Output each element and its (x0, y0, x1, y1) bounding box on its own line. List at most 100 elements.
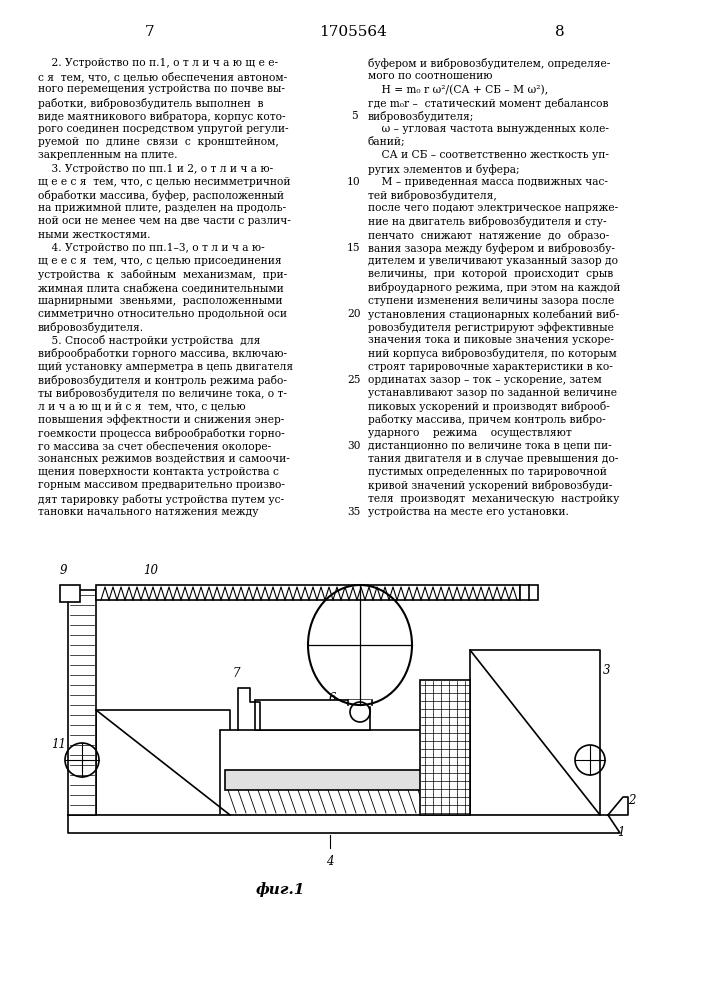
Text: теля  производят  механическую  настройку: теля производят механическую настройку (368, 494, 619, 504)
Text: виброударного режима, при этом на каждой: виброударного режима, при этом на каждой (368, 282, 620, 293)
Text: на прижимной плите, разделен на продоль-: на прижимной плите, разделен на продоль- (38, 203, 286, 213)
Polygon shape (348, 700, 372, 705)
Text: закрепленным на плите.: закрепленным на плите. (38, 150, 177, 160)
Text: 2. Устройство по п.1, о т л и ч а ю щ е е-: 2. Устройство по п.1, о т л и ч а ю щ е … (38, 58, 278, 68)
Text: 3. Устройство по пп.1 и 2, о т л и ч а ю-: 3. Устройство по пп.1 и 2, о т л и ч а ю… (38, 164, 273, 174)
Text: дителем и увеличивают указанный зазор до: дителем и увеличивают указанный зазор до (368, 256, 618, 266)
Text: щ е е с я  тем, что, с целью присоединения: щ е е с я тем, что, с целью присоединени… (38, 256, 281, 266)
Text: повышения эффектности и снижения энер-: повышения эффектности и снижения энер- (38, 414, 284, 425)
Text: 8: 8 (417, 588, 424, 601)
Bar (68, 590, 96, 815)
Text: устройства  к  забойным  механизмам,  при-: устройства к забойным механизмам, при- (38, 269, 287, 280)
Text: 10: 10 (347, 177, 361, 187)
Text: 20: 20 (347, 309, 361, 319)
Text: устройства на месте его установки.: устройства на месте его установки. (368, 507, 569, 517)
Text: строят тарировочные характеристики в ко-: строят тарировочные характеристики в ко- (368, 362, 613, 372)
Text: щ е е с я  тем, что, с целью несимметричной: щ е е с я тем, что, с целью несимметричн… (38, 177, 291, 187)
Text: го массива за счет обеспечения околоре-: го массива за счет обеспечения околоре- (38, 441, 271, 452)
Text: вибровозбудителя.: вибровозбудителя. (38, 322, 144, 333)
Text: дистанционно по величине тока в цепи пи-: дистанционно по величине тока в цепи пи- (368, 441, 612, 451)
Text: Н = m₀ r ω²/(СА + СБ – М ω²),: Н = m₀ r ω²/(СА + СБ – М ω²), (368, 84, 548, 95)
Text: фиг.1: фиг.1 (255, 882, 305, 897)
Bar (225, 770, 465, 790)
Text: 5. Способ настройки устройства  для: 5. Способ настройки устройства для (38, 335, 260, 346)
Text: 25: 25 (347, 375, 361, 385)
Text: 15: 15 (347, 243, 361, 253)
Text: рого соединен посредством упругой регули-: рого соединен посредством упругой регули… (38, 124, 288, 134)
Text: тановки начального натяжения между: тановки начального натяжения между (38, 507, 259, 517)
Text: пиковых ускорений и производят виброоб-: пиковых ускорений и производят виброоб- (368, 401, 610, 412)
Text: ω – угловая частота вынужденных коле-: ω – угловая частота вынужденных коле- (368, 124, 609, 134)
Text: 1705564: 1705564 (319, 25, 387, 39)
Text: 1: 1 (617, 826, 624, 838)
Bar (60, 585, 80, 602)
Polygon shape (608, 797, 628, 815)
Text: 4: 4 (326, 855, 334, 868)
Text: работку массива, причем контроль вибро-: работку массива, причем контроль вибро- (368, 414, 606, 425)
Text: вибровозбудителя;: вибровозбудителя; (368, 111, 474, 122)
Text: 6: 6 (328, 692, 336, 704)
Text: 10: 10 (144, 564, 158, 577)
Text: величины,  при  которой  происходит  срыв: величины, при которой происходит срыв (368, 269, 613, 279)
Text: вибровозбудителя и контроль режима рабо-: вибровозбудителя и контроль режима рабо- (38, 375, 287, 386)
Text: горным массивом предварительно произво-: горным массивом предварительно произво- (38, 480, 285, 490)
Text: мого по соотношению: мого по соотношению (368, 71, 493, 81)
Text: буфером и вибровозбудителем, определяе-: буфером и вибровозбудителем, определяе- (368, 58, 610, 69)
Bar (255, 700, 370, 730)
Bar (220, 730, 470, 815)
Text: 2: 2 (628, 794, 636, 806)
Text: ты вибровозбудителя по величине тока, о т-: ты вибровозбудителя по величине тока, о … (38, 388, 287, 399)
Text: ной оси не менее чем на две части с различ-: ной оси не менее чем на две части с разл… (38, 216, 291, 226)
Text: баний;: баний; (368, 137, 406, 147)
Text: 7: 7 (145, 25, 155, 39)
Text: устанавливают зазор по заданной величине: устанавливают зазор по заданной величине (368, 388, 617, 398)
Bar (96, 585, 520, 600)
Polygon shape (96, 710, 230, 815)
Text: 8: 8 (555, 25, 565, 39)
Text: пенчато  снижают  натяжение  до  образо-: пенчато снижают натяжение до образо- (368, 230, 609, 241)
Text: тания двигателя и в случае превышения до-: тания двигателя и в случае превышения до… (368, 454, 619, 464)
Text: гоемкости процесса виброобработки горно-: гоемкости процесса виброобработки горно- (38, 428, 285, 439)
Text: работки, вибровозбудитель выполнен  в: работки, вибровозбудитель выполнен в (38, 98, 264, 109)
Text: М – приведенная масса подвижных час-: М – приведенная масса подвижных час- (368, 177, 608, 187)
Text: виброобработки горного массива, включаю-: виброобработки горного массива, включаю- (38, 348, 287, 359)
Text: 11: 11 (51, 738, 66, 752)
Text: 7: 7 (233, 667, 240, 680)
Text: ординатах зазор – ток – ускорение, затем: ординатах зазор – ток – ускорение, затем (368, 375, 602, 385)
Text: ний корпуса вибровозбудителя, по которым: ний корпуса вибровозбудителя, по которым (368, 348, 617, 359)
Text: 3: 3 (603, 664, 611, 676)
Text: кривой значений ускорений вибровозбуди-: кривой значений ускорений вибровозбуди- (368, 480, 612, 491)
Text: ровозбудителя регистрируют эффективные: ровозбудителя регистрируют эффективные (368, 322, 614, 333)
Polygon shape (68, 815, 620, 833)
Text: симметрично относительно продольной оси: симметрично относительно продольной оси (38, 309, 287, 319)
Text: значения тока и пиковые значения ускоре-: значения тока и пиковые значения ускоре- (368, 335, 614, 345)
Text: зонансных режимов воздействия и самоочи-: зонансных режимов воздействия и самоочи- (38, 454, 290, 464)
Text: щий установку амперметра в цепь двигателя: щий установку амперметра в цепь двигател… (38, 362, 293, 372)
Text: 30: 30 (347, 441, 361, 451)
Text: щения поверхности контакта устройства с: щения поверхности контакта устройства с (38, 467, 279, 477)
Text: дят тарировку работы устройства путем ус-: дят тарировку работы устройства путем ус… (38, 494, 284, 505)
Text: установления стационарных колебаний виб-: установления стационарных колебаний виб- (368, 309, 619, 320)
Text: шарнирными  звеньями,  расположенными: шарнирными звеньями, расположенными (38, 296, 283, 306)
Bar (420, 680, 470, 815)
Text: руемой  по  длине  связи  с  кронштейном,: руемой по длине связи с кронштейном, (38, 137, 279, 147)
Text: СА и СБ – соответственно жесткость уп-: СА и СБ – соответственно жесткость уп- (368, 150, 609, 160)
Text: с я  тем, что, с целью обеспечения автоном-: с я тем, что, с целью обеспечения автоно… (38, 71, 287, 82)
Text: ными жесткостями.: ными жесткостями. (38, 230, 151, 240)
Text: обработки массива, буфер, расположенный: обработки массива, буфер, расположенный (38, 190, 284, 201)
Text: пустимых определенных по тарировочной: пустимых определенных по тарировочной (368, 467, 607, 477)
Text: тей вибровозбудителя,: тей вибровозбудителя, (368, 190, 497, 201)
Text: ние на двигатель вибровозбудителя и сту-: ние на двигатель вибровозбудителя и сту- (368, 216, 607, 227)
Text: ударного    режима    осуществляют: ударного режима осуществляют (368, 428, 572, 438)
Text: после чего подают электрическое напряже-: после чего подают электрическое напряже- (368, 203, 618, 213)
Text: 9: 9 (59, 564, 66, 577)
Text: 5: 5 (351, 111, 357, 121)
Polygon shape (470, 650, 600, 815)
Text: 35: 35 (347, 507, 361, 517)
Text: вания зазора между буфером и вибровозбу-: вания зазора между буфером и вибровозбу- (368, 243, 615, 254)
Text: ступени изменения величины зазора после: ступени изменения величины зазора после (368, 296, 614, 306)
Text: 5: 5 (334, 710, 341, 724)
Text: жимная плита снабжена соединительными: жимная плита снабжена соединительными (38, 282, 284, 293)
Text: виде маятникового вибратора, корпус кото-: виде маятникового вибратора, корпус кото… (38, 111, 286, 122)
Text: где m₀r –  статический момент дебалансов: где m₀r – статический момент дебалансов (368, 98, 609, 108)
